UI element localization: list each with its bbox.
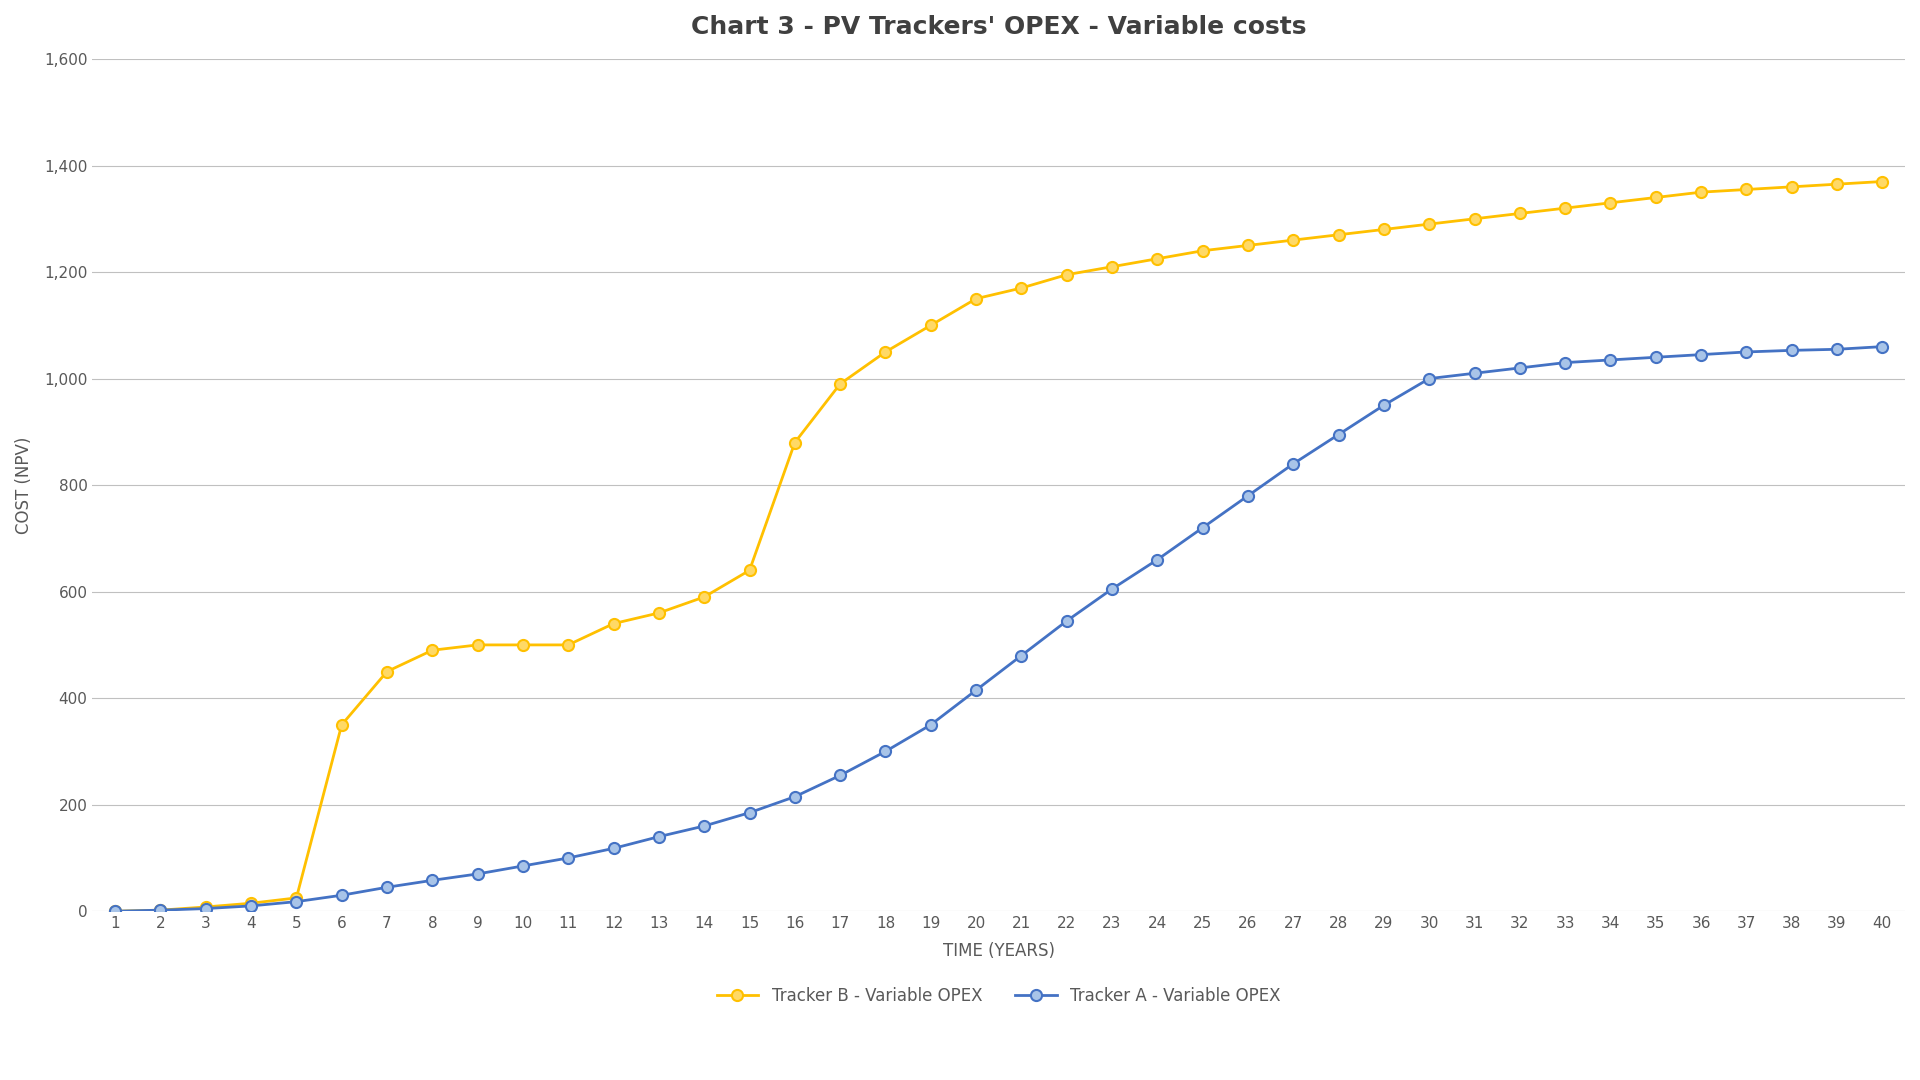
Tracker B - Variable OPEX [1327, 228, 1350, 241]
Tracker A - Variable OPEX [1463, 367, 1486, 380]
Title: Chart 3 - PV Trackers' OPEX - Variable costs: Chart 3 - PV Trackers' OPEX - Variable c… [691, 15, 1306, 39]
Tracker A - Variable OPEX [194, 902, 217, 915]
Tracker B - Variable OPEX [1870, 175, 1893, 188]
Tracker B - Variable OPEX [1373, 222, 1396, 235]
Tracker B - Variable OPEX [194, 901, 217, 914]
Tracker B - Variable OPEX [1599, 197, 1622, 210]
Tracker A - Variable OPEX [1690, 348, 1713, 361]
Tracker B - Variable OPEX [1736, 183, 1759, 195]
Tracker A - Variable OPEX [964, 684, 987, 697]
Tracker B - Variable OPEX [557, 638, 580, 651]
Tracker B - Variable OPEX [1690, 186, 1713, 199]
Tracker A - Variable OPEX [647, 831, 670, 843]
Tracker A - Variable OPEX [1283, 457, 1306, 470]
Tracker A - Variable OPEX [1417, 373, 1440, 386]
Tracker B - Variable OPEX [150, 904, 173, 917]
Tracker B - Variable OPEX [874, 346, 897, 359]
Tracker A - Variable OPEX [150, 904, 173, 917]
Tracker B - Variable OPEX [1780, 180, 1803, 193]
Tracker A - Variable OPEX [920, 718, 943, 731]
Tracker B - Variable OPEX [920, 319, 943, 332]
Tracker B - Variable OPEX [1463, 213, 1486, 226]
Tracker B - Variable OPEX [1100, 260, 1123, 273]
Y-axis label: COST (NPV): COST (NPV) [15, 436, 33, 534]
Tracker A - Variable OPEX [104, 905, 127, 918]
Tracker A - Variable OPEX [240, 900, 263, 913]
Tracker B - Variable OPEX [420, 644, 444, 657]
Tracker B - Variable OPEX [284, 891, 307, 904]
Legend: Tracker B - Variable OPEX, Tracker A - Variable OPEX: Tracker B - Variable OPEX, Tracker A - V… [708, 978, 1288, 1014]
Tracker B - Variable OPEX [1236, 239, 1260, 252]
Tracker B - Variable OPEX [240, 896, 263, 909]
Tracker A - Variable OPEX [1236, 489, 1260, 502]
Tracker B - Variable OPEX [1190, 244, 1213, 257]
Tracker A - Variable OPEX [603, 842, 626, 855]
Tracker B - Variable OPEX [330, 718, 353, 731]
Tracker A - Variable OPEX [1599, 353, 1622, 366]
Tracker B - Variable OPEX [1010, 282, 1033, 295]
Tracker B - Variable OPEX [964, 293, 987, 306]
Tracker B - Variable OPEX [1644, 191, 1667, 204]
Tracker B - Variable OPEX [104, 905, 127, 918]
Tracker A - Variable OPEX [1100, 582, 1123, 595]
Tracker A - Variable OPEX [1373, 399, 1396, 411]
Tracker B - Variable OPEX [603, 617, 626, 630]
X-axis label: TIME (YEARS): TIME (YEARS) [943, 942, 1054, 960]
Tracker B - Variable OPEX [1146, 253, 1169, 266]
Tracker A - Variable OPEX [1010, 649, 1033, 662]
Tracker A - Variable OPEX [1509, 362, 1532, 375]
Tracker B - Variable OPEX [511, 638, 534, 651]
Tracker A - Variable OPEX [1736, 346, 1759, 359]
Tracker B - Variable OPEX [467, 638, 490, 651]
Tracker A - Variable OPEX [467, 867, 490, 880]
Tracker B - Variable OPEX [1417, 218, 1440, 231]
Tracker A - Variable OPEX [420, 874, 444, 887]
Tracker A - Variable OPEX [737, 806, 760, 819]
Tracker B - Variable OPEX [1826, 178, 1849, 191]
Tracker B - Variable OPEX [1283, 233, 1306, 246]
Tracker A - Variable OPEX [1780, 343, 1803, 356]
Line: Tracker A - Variable OPEX: Tracker A - Variable OPEX [109, 341, 1887, 917]
Tracker B - Variable OPEX [693, 591, 716, 604]
Tracker B - Variable OPEX [737, 564, 760, 577]
Tracker B - Variable OPEX [1056, 268, 1079, 281]
Tracker A - Variable OPEX [1553, 356, 1576, 369]
Tracker A - Variable OPEX [557, 851, 580, 864]
Tracker B - Variable OPEX [1509, 207, 1532, 220]
Tracker A - Variable OPEX [1190, 522, 1213, 535]
Tracker B - Variable OPEX [647, 607, 670, 620]
Tracker B - Variable OPEX [783, 436, 806, 449]
Tracker A - Variable OPEX [1826, 342, 1849, 355]
Tracker A - Variable OPEX [376, 881, 399, 894]
Tracker A - Variable OPEX [1870, 340, 1893, 353]
Tracker A - Variable OPEX [284, 895, 307, 908]
Tracker A - Variable OPEX [829, 769, 852, 782]
Tracker B - Variable OPEX [1553, 202, 1576, 215]
Tracker A - Variable OPEX [1327, 428, 1350, 441]
Tracker A - Variable OPEX [1056, 615, 1079, 627]
Tracker A - Variable OPEX [1146, 553, 1169, 566]
Tracker B - Variable OPEX [829, 377, 852, 390]
Tracker B - Variable OPEX [376, 665, 399, 678]
Tracker A - Variable OPEX [693, 820, 716, 833]
Tracker A - Variable OPEX [330, 889, 353, 902]
Tracker A - Variable OPEX [511, 860, 534, 873]
Line: Tracker B - Variable OPEX: Tracker B - Variable OPEX [109, 176, 1887, 917]
Tracker A - Variable OPEX [1644, 351, 1667, 364]
Tracker A - Variable OPEX [783, 791, 806, 804]
Tracker A - Variable OPEX [874, 745, 897, 758]
